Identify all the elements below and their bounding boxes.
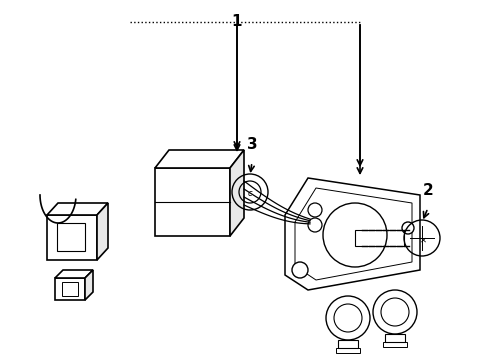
Bar — [338, 340, 358, 348]
Text: ✕: ✕ — [419, 235, 426, 244]
Text: 3: 3 — [246, 137, 257, 152]
Circle shape — [308, 203, 322, 217]
Text: 2: 2 — [423, 183, 433, 198]
Polygon shape — [155, 168, 230, 236]
Bar — [336, 348, 360, 353]
Polygon shape — [155, 150, 244, 168]
Bar — [355, 230, 404, 246]
Bar — [57, 223, 85, 251]
Polygon shape — [97, 203, 108, 260]
Polygon shape — [285, 178, 420, 290]
Polygon shape — [85, 270, 93, 300]
Bar — [385, 334, 405, 342]
Circle shape — [402, 222, 414, 234]
Bar — [62, 282, 78, 296]
Polygon shape — [55, 270, 93, 278]
Polygon shape — [47, 203, 108, 215]
Polygon shape — [47, 215, 97, 260]
Circle shape — [308, 218, 322, 232]
Circle shape — [323, 203, 387, 267]
Text: c: c — [247, 189, 252, 198]
Text: 1: 1 — [232, 14, 242, 29]
Circle shape — [292, 262, 308, 278]
Polygon shape — [230, 150, 244, 236]
Bar — [383, 342, 407, 347]
Polygon shape — [55, 278, 85, 300]
